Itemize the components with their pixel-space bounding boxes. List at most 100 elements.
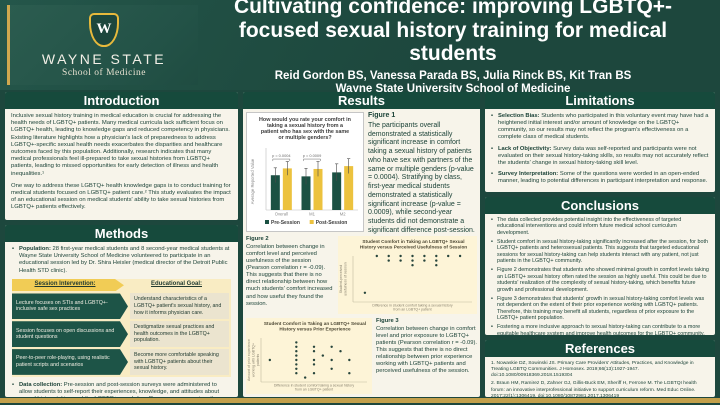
introduction-paragraph-1: Inclusive sexual history training in med… (11, 113, 230, 177)
svg-text:taking a sexual history from a: taking a sexual history from a (267, 123, 344, 129)
svg-text:Student Comfort in Taking an L: Student Comfort in Taking an LGBTQ+ Sexu… (264, 321, 366, 326)
intervention-arrow: Session focuses on open discussions and … (12, 321, 128, 347)
limitation-text: Survey data was self-reported and partic… (498, 145, 709, 166)
limitation-item: Survey Interpretation: Some of the quest… (491, 171, 709, 185)
svg-text:p = 0.0004: p = 0.0004 (272, 153, 291, 158)
goal-cell: Destigmatize sexual practices and health… (129, 321, 229, 348)
column-left: Introduction Inclusive sexual history tr… (5, 92, 238, 397)
methods-body: Population: 28 first-year medical studen… (5, 242, 238, 397)
svg-text:Difference in student comfort: Difference in student comfort taking a s… (274, 384, 355, 388)
limitation-label: Lack of Objectivity: (498, 145, 552, 152)
svg-text:working with LGBTQ+: working with LGBTQ+ (252, 343, 256, 377)
svg-text:patient who has sex with the s: patient who has sex with the same (261, 129, 349, 135)
goal-cell: Become more comfortable speaking with LG… (129, 349, 229, 375)
wsu-logo-school: School of Medicine (62, 67, 146, 78)
conclusion-item: Figure 2 demonstrates that students who … (491, 267, 709, 293)
poster-body: Introduction Inclusive sexual history tr… (0, 92, 720, 397)
figure2-caption: Figure 2 Correlation between change in c… (246, 236, 334, 314)
section-limitations: Limitations Selection Bias: Students who… (485, 92, 715, 192)
figure1-label: Figure 1 (368, 112, 396, 119)
svg-text:Post-Session: Post-Session (316, 220, 348, 226)
results-heading: Results (243, 92, 480, 109)
svg-text:from an LGBTQ+ patient: from an LGBTQ+ patient (393, 308, 431, 312)
svg-text:History versus Prior Experienc: History versus Prior Experience (279, 327, 351, 332)
conclusions-heading: Conclusions (485, 197, 715, 214)
data-collection-label: Data collection: (19, 381, 63, 388)
svg-text:usefulness of session: usefulness of session (344, 262, 348, 296)
limitations-body: Selection Bias: Students who participate… (485, 109, 715, 192)
poster-header: W WAYNE STATE School of Medicine Cultiva… (0, 0, 720, 95)
reference-item: 1. Nowaskie DZ, Sowinski JS. Primary Car… (491, 361, 694, 379)
figure1-text: The participants overall demonstrated a … (368, 121, 475, 234)
section-introduction: Introduction Inclusive sexual history tr… (5, 92, 238, 220)
conclusion-item: Student comfort in sexual history-taking… (491, 239, 709, 265)
wsu-monogram: W (96, 21, 112, 37)
limitation-label: Survey Interpretation: (498, 170, 559, 177)
results-row-2: Figure 2 Correlation between change in c… (246, 236, 477, 314)
section-results: Results How would you rate your comfort … (243, 92, 480, 397)
svg-text:Student-perceived: Student-perceived (339, 265, 343, 293)
svg-text:Amount of prior experience: Amount of prior experience (247, 339, 251, 381)
svg-text:Average Reported Value: Average Reported Value (250, 158, 255, 204)
results-row-1: How would you rate your comfort in taking… (246, 112, 477, 234)
methods-heading: Methods (5, 225, 238, 242)
population-label: Population: (19, 246, 51, 252)
svg-text:p = 0.0009: p = 0.0009 (303, 153, 322, 158)
figure2-text: Correlation between change in comfort le… (246, 244, 333, 307)
methods-data-collection-bullet: Data collection: Pre-session and post-se… (12, 382, 231, 397)
section-methods: Methods Population: 28 first-year medica… (5, 225, 238, 397)
limitations-heading: Limitations (485, 92, 715, 109)
introduction-body: Inclusive sexual history training in med… (5, 109, 238, 220)
goal-cell: Understand characteristics of a LGBTQ+ p… (129, 293, 229, 320)
comfort-bar-chart: How would you rate your comfort in taking… (246, 112, 364, 232)
figure3-label: Figure 3 (376, 318, 399, 324)
svg-text:History versus Perceived Usefu: History versus Perceived Usefulness of S… (360, 245, 467, 250)
figure1-caption: Figure 1 The participants overall demons… (368, 112, 477, 234)
figure2-label: Figure 2 (246, 236, 269, 242)
usefulness-scatter-chart: Student Comfort in Taking an LGBTQ+ Sexu… (338, 236, 477, 314)
table-row: Session focuses on open discussions and … (12, 321, 229, 348)
limitation-item: Selection Bias: Students who participate… (491, 113, 709, 142)
poster-authors: Reid Gordon BS, Vanessa Parada BS, Julia… (274, 69, 632, 82)
reference-item: 2. Braun HM, Ramirez D, Zahner GJ, Gilli… (491, 381, 697, 397)
wsu-shield-icon: W (89, 12, 119, 47)
results-row-3: Student Comfort in Taking an LGBTQ+ Sexu… (246, 318, 477, 394)
svg-text:patients: patients (256, 354, 260, 367)
conclusion-item: Fostering a more inclusive approach to s… (491, 324, 709, 335)
title-block: Cultivating confidence: improving LGBTQ+… (198, 0, 720, 95)
figure3-caption: Figure 3 Correlation between change in c… (376, 318, 477, 394)
introduction-paragraph-2: One way to address these LGBTQ+ health k… (11, 182, 231, 211)
introduction-heading: Introduction (5, 92, 238, 109)
wsu-logo-panel: W WAYNE STATE School of Medicine (7, 5, 198, 85)
conclusion-item: The data collected provides potential in… (491, 217, 709, 236)
table-row: Lecture focuses on STIs and LGBTQ+-inclu… (12, 293, 229, 320)
svg-text:Difference in student comfort: Difference in student comfort taking a s… (372, 304, 453, 308)
conclusions-body: The data collected provides potential in… (485, 214, 715, 335)
svg-text:or multiple genders?: or multiple genders? (278, 135, 331, 141)
section-references: References 1. Nowaskie DZ, Sowinski JS. … (485, 340, 715, 397)
limitation-item: Lack of Objectivity: Survey data was sel… (491, 146, 709, 167)
svg-text:Overall: Overall (275, 212, 288, 217)
figure3-text: Correlation between change in comfort le… (376, 326, 478, 375)
footer-gold-stripe (0, 398, 720, 403)
prior-experience-scatter-chart: Student Comfort in Taking an LGBTQ+ Sexu… (246, 318, 372, 394)
references-heading: References (485, 340, 715, 357)
intervention-arrow: Lecture focuses on STIs and LGBTQ+-inclu… (12, 293, 128, 319)
svg-text:M2: M2 (340, 212, 346, 217)
svg-text:Pre-Session: Pre-Session (271, 220, 300, 226)
poster-title: Cultivating confidence: improving LGBTQ+… (233, 0, 673, 66)
limitation-text: Students who participated in this volunt… (498, 113, 709, 141)
session-intervention-header: Session Intervention: (12, 279, 124, 292)
results-body: How would you rate your comfort in taking… (243, 109, 480, 397)
column-right: Limitations Selection Bias: Students who… (485, 92, 715, 397)
intervention-arrow: Peer-to-peer role-playing, using realist… (12, 349, 128, 375)
svg-text:from an LGBTQ+ patient: from an LGBTQ+ patient (295, 388, 333, 392)
svg-text:Student Comfort in Taking an L: Student Comfort in Taking an LGBTQ+ Sexu… (362, 239, 464, 244)
data-collection-text: Pre-session and post-session surveys wer… (19, 381, 220, 397)
conclusion-item: Figure 3 demonstrates that students' gro… (491, 296, 709, 322)
methods-population-bullet: Population: 28 first-year medical studen… (12, 246, 231, 275)
column-middle: Results How would you rate your comfort … (243, 92, 480, 397)
section-conclusions: Conclusions The data collected provides … (485, 197, 715, 335)
limitation-label: Selection Bias: (498, 113, 540, 119)
